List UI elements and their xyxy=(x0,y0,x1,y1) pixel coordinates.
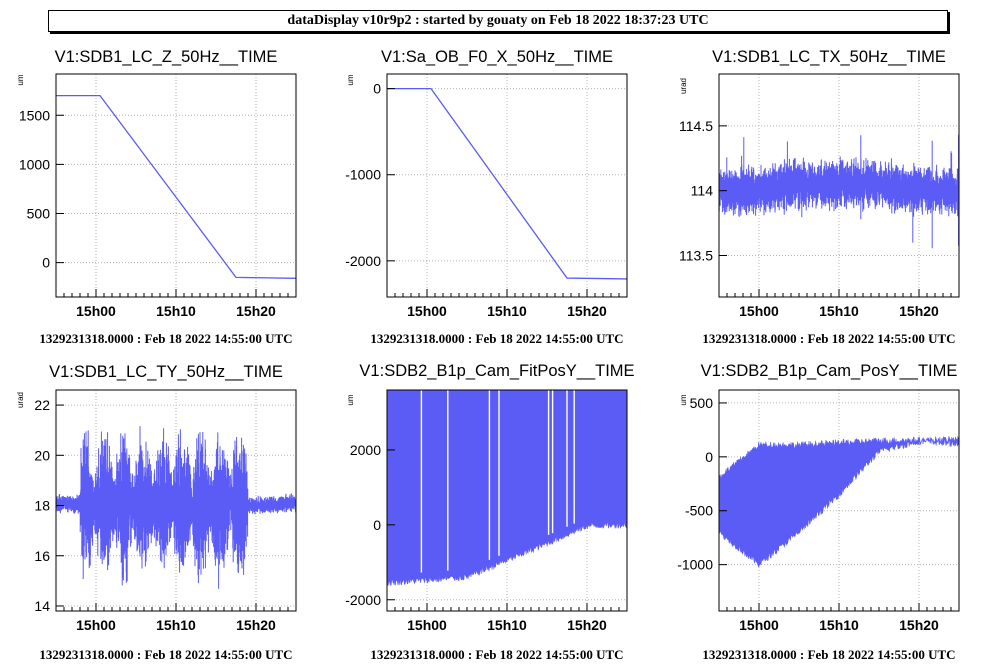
x-tick-label: 15h00 xyxy=(739,617,779,633)
chart-footer-timestamp: 1329231318.0000 : Feb 18 2022 14:55:00 U… xyxy=(370,647,623,662)
x-tick-label: 15h20 xyxy=(567,617,607,633)
page-title: dataDisplay v10r9p2 : started by gouaty … xyxy=(287,13,709,28)
chart-footer-timestamp: 1329231318.0000 : Feb 18 2022 14:55:00 U… xyxy=(39,331,292,346)
y-tick-label: -2000 xyxy=(345,253,381,269)
y-tick-label: 16 xyxy=(34,548,50,564)
chart-title: V1:SDB2_B1p_Cam_FitPosY__TIME xyxy=(359,362,634,380)
series-line xyxy=(56,426,296,589)
y-tick-label: -500 xyxy=(685,503,713,519)
x-tick-label: 15h00 xyxy=(76,617,116,633)
y-tick-label: -1000 xyxy=(677,557,713,573)
x-tick-label: 15h00 xyxy=(739,303,779,319)
y-tick-label: 1000 xyxy=(19,156,50,172)
y-axis-unit-label: um xyxy=(346,394,355,405)
x-tick-label: 15h10 xyxy=(819,617,859,633)
series-line xyxy=(56,94,296,279)
y-tick-label: 0 xyxy=(705,449,713,465)
chart-footer-timestamp: 1329231318.0000 : Feb 18 2022 14:55:00 U… xyxy=(702,647,955,662)
y-axis-unit-label: um xyxy=(679,394,688,405)
x-tick-label: 15h20 xyxy=(567,303,607,319)
y-tick-label: 113.5 xyxy=(679,248,713,264)
y-axis-unit-label: um xyxy=(16,74,25,85)
x-tick-label: 15h10 xyxy=(156,303,196,319)
x-tick-label: 15h20 xyxy=(899,617,939,633)
y-tick-label: 114 xyxy=(691,183,714,199)
y-tick-label: -2000 xyxy=(345,592,381,608)
y-tick-label: 2000 xyxy=(350,442,381,458)
chart-title: V1:SDB1_LC_TX_50Hz__TIME xyxy=(712,48,946,66)
x-tick-label: 15h20 xyxy=(236,617,276,633)
y-tick-label: 22 xyxy=(34,397,50,413)
chart-title: V1:SDB2_B1p_Cam_PosY__TIME xyxy=(701,362,958,380)
y-tick-label: 18 xyxy=(34,498,50,514)
x-tick-label: 15h20 xyxy=(236,303,276,319)
y-tick-label: 0 xyxy=(373,517,381,533)
series-line xyxy=(719,134,959,249)
y-tick-label: 500 xyxy=(27,205,51,221)
y-tick-label: 1500 xyxy=(19,107,50,123)
chart-title: V1:SDB1_LC_TY_50Hz__TIME xyxy=(49,363,283,381)
chart-title: V1:Sa_OB_F0_X_50Hz__TIME xyxy=(381,48,613,66)
y-axis-unit-label: um xyxy=(346,74,355,85)
x-tick-label: 15h00 xyxy=(407,303,447,319)
x-tick-label: 15h10 xyxy=(487,303,527,319)
y-tick-label: 14 xyxy=(34,598,50,614)
y-tick-label: 114.5 xyxy=(679,118,713,134)
chart-footer-timestamp: 1329231318.0000 : Feb 18 2022 14:55:00 U… xyxy=(702,331,955,346)
x-tick-label: 15h10 xyxy=(156,617,196,633)
x-tick-label: 15h00 xyxy=(76,303,116,319)
series-line xyxy=(387,87,627,280)
y-tick-label: 0 xyxy=(42,255,50,271)
chart-footer-timestamp: 1329231318.0000 : Feb 18 2022 14:55:00 U… xyxy=(39,647,292,662)
y-tick-label: 20 xyxy=(34,447,50,463)
x-tick-label: 15h10 xyxy=(819,303,859,319)
y-tick-label: 500 xyxy=(690,395,714,411)
x-tick-label: 15h20 xyxy=(899,303,939,319)
page-title-banner: dataDisplay v10r9p2 : started by gouaty … xyxy=(48,10,948,32)
y-axis-unit-label: urad xyxy=(679,78,688,94)
y-tick-label: 0 xyxy=(373,81,381,97)
chart-footer-timestamp: 1329231318.0000 : Feb 18 2022 14:55:00 U… xyxy=(370,331,623,346)
y-axis-unit-label: urad xyxy=(16,392,25,408)
x-tick-label: 15h00 xyxy=(407,617,447,633)
chart-title: V1:SDB1_LC_Z_50Hz__TIME xyxy=(55,48,278,66)
x-tick-label: 15h10 xyxy=(487,617,527,633)
y-tick-label: -1000 xyxy=(345,167,381,183)
